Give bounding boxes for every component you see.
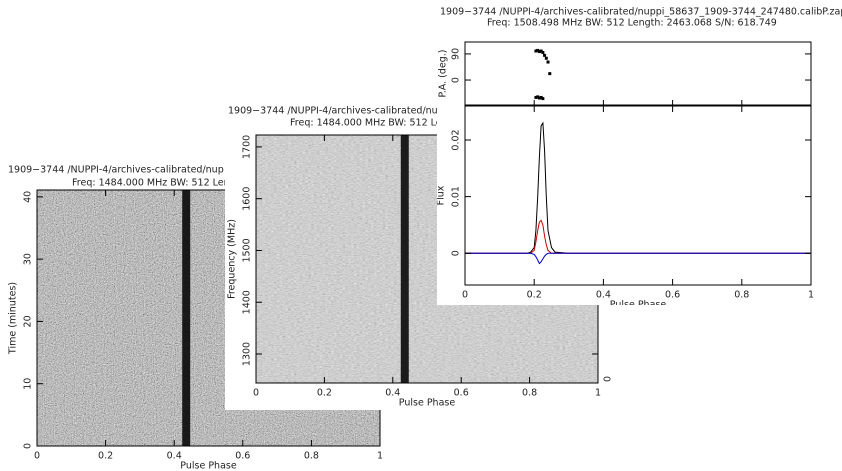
- x-axis-label: Pulse Phase: [610, 300, 667, 311]
- y-tick-label: 0.01: [451, 186, 462, 207]
- x-tick-label: 0.2: [317, 388, 332, 399]
- pa-point: [544, 56, 548, 60]
- y-tick-label: 0: [23, 443, 34, 449]
- y-tick-label: 1300: [242, 342, 253, 366]
- y-axis-label: Time (minutes): [8, 282, 19, 355]
- pa-point: [537, 96, 541, 100]
- x-tick-label: 1: [808, 290, 814, 301]
- plot-subtitle: Freq: 1508.498 MHz BW: 512 Length: 2463.…: [487, 18, 777, 29]
- y-tick-label: 1500: [242, 238, 253, 262]
- plot-frame: [464, 105, 812, 286]
- y-tick-label: 40: [23, 191, 34, 203]
- x-tick-label: 0.8: [304, 451, 319, 462]
- pa-point: [539, 95, 543, 99]
- x-tick-label: 0: [34, 451, 40, 462]
- x-tick-label: 0.6: [235, 451, 250, 462]
- y-tick-label: 0: [451, 250, 462, 256]
- pa-point: [534, 49, 538, 53]
- pulse-stripe: [182, 190, 191, 446]
- y-tick-label: 10: [23, 378, 34, 390]
- plot-window: 1909−3744 /NUPPI-4/archives-calibrated/n…: [436, 0, 842, 311]
- x-tick-label: 0.4: [596, 290, 611, 301]
- window-background: [437, 0, 842, 305]
- x-tick-label: 0.2: [527, 290, 542, 301]
- pa-point: [536, 95, 540, 99]
- y-tick-label: 1600: [242, 187, 253, 211]
- pa-point: [534, 95, 538, 99]
- pa-point: [546, 60, 550, 64]
- pa-point: [548, 72, 552, 76]
- x-tick-label: 0.4: [385, 388, 400, 399]
- plot-window: 1909−3744 /NUPPI-4/archives-calibrated/n…: [225, 100, 615, 410]
- y-axis-label: Frequency (MHz): [227, 219, 238, 299]
- x-tick-label: 0.6: [454, 388, 469, 399]
- pa-tick-label: 0: [451, 77, 462, 83]
- x-tick-label: 0.8: [734, 290, 749, 301]
- y-tick-label: 0.02: [451, 129, 462, 150]
- x-tick-label: 0.2: [98, 451, 113, 462]
- x-tick-label: 0: [253, 388, 259, 399]
- y-axis-label: Flux: [436, 185, 447, 205]
- pa-point: [536, 48, 540, 52]
- y-tick-label: 1700: [242, 135, 253, 159]
- y-tick-label: 30: [23, 253, 34, 265]
- x-tick-label: 1: [377, 451, 383, 462]
- pa-point: [541, 50, 545, 54]
- x-tick-label: 0: [462, 290, 468, 301]
- profile-line: [465, 252, 811, 265]
- x-axis-label: Pulse Phase: [399, 398, 456, 409]
- y-tick-label: 1400: [242, 290, 253, 314]
- plot-title: 1909−3744 /NUPPI-4/archives-calibrated/n…: [8, 165, 224, 176]
- pa-point: [539, 49, 543, 53]
- pa-point: [543, 53, 547, 57]
- plot-subtitle: Freq: 1484.000 MHz BW: 512 Leng: [72, 178, 236, 189]
- pa-point: [541, 97, 545, 101]
- y2-tick-label: 0: [603, 376, 614, 382]
- y2-tick-label: 0: [385, 439, 396, 445]
- pulse-stripe: [400, 135, 409, 383]
- plot-title: 1909−3744 /NUPPI-4/archives-calibrated/n…: [440, 7, 842, 18]
- x-tick-label: 0.6: [665, 290, 680, 301]
- plot-title: 1909−3744 /NUPPI-4/archives-calibrated/n…: [228, 106, 438, 117]
- pa-point: [537, 50, 541, 54]
- pa-axis-label: P.A. (deg.): [438, 50, 449, 98]
- pa-tick-label: 90: [451, 48, 462, 60]
- x-tick-label: 0.8: [522, 388, 537, 399]
- x-axis-label: Pulse Phase: [180, 461, 237, 471]
- pa-frame: [464, 41, 812, 106]
- plot-subtitle: Freq: 1484.000 MHz BW: 512 Len: [290, 118, 448, 129]
- x-tick-label: 1: [595, 388, 601, 399]
- y-tick-label: 20: [23, 315, 34, 327]
- x-tick-label: 0.4: [167, 451, 182, 462]
